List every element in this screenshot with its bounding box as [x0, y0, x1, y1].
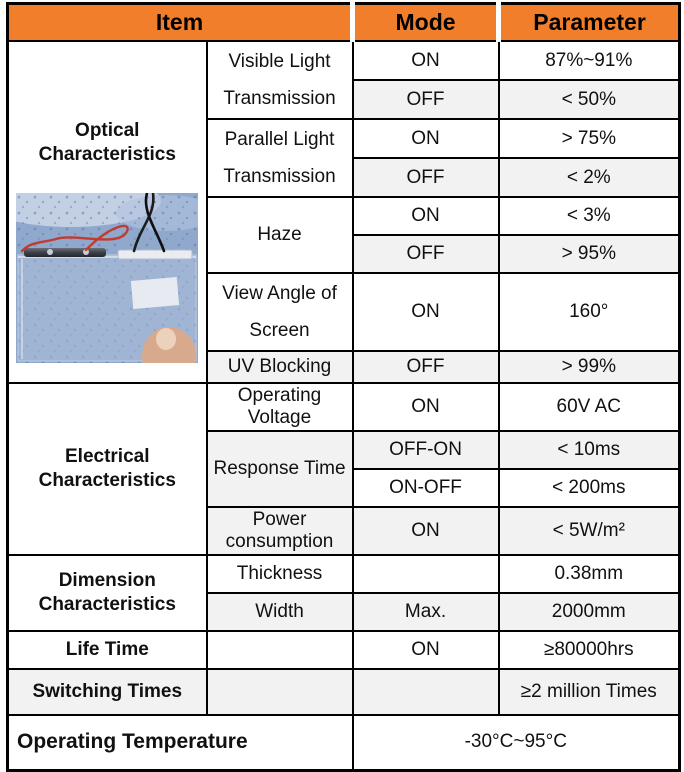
cell-visible-light-on-mode: ON: [351, 40, 500, 81]
cell-visible-light-off-param: < 50%: [497, 79, 681, 120]
table-row: Width Max. 2000mm: [8, 592, 681, 632]
cell-life-time-mode: ON: [351, 630, 500, 670]
dimension-section-label: Dimension Characteristics: [6, 554, 208, 632]
table-row: OFF < 50%: [8, 79, 681, 120]
cell-thickness-param: 0.38mm: [497, 554, 681, 594]
cell-haze-off-param: > 95%: [497, 234, 681, 274]
cell-response-off-on-param: < 10ms: [497, 430, 681, 470]
table-row: Switching Times ≥2 million Times: [6, 668, 681, 716]
header-mode: Mode: [350, 3, 499, 42]
cell-haze-on-mode: ON: [351, 196, 500, 236]
cell-life-time-param: ≥80000hrs: [497, 630, 681, 670]
table-row: Life Time ON ≥80000hrs: [6, 630, 681, 670]
cell-uv-blocking-item: UV Blocking: [205, 350, 354, 384]
table-row: OFF > 95%: [8, 234, 681, 274]
table-row: ON-OFF < 200ms: [8, 468, 681, 508]
table-row: Parallel Light Transmission ON > 75%: [8, 118, 681, 198]
optical-section-label: Optical Characteristics: [38, 120, 176, 165]
cell-uv-blocking-param: > 99%: [497, 350, 681, 384]
cell-thickness-item: Thickness: [205, 554, 354, 594]
header-parameter: Parameter: [496, 3, 680, 42]
table-row: Operating Temperature -30°C~95°C: [6, 714, 681, 771]
table-row: Optical Characteristics: [6, 40, 681, 384]
specification-table: Item Mode Parameter Optical Characterist…: [6, 2, 682, 772]
table-row: Response Time OFF-ON < 10ms: [8, 430, 681, 508]
cell-width-item: Width: [205, 592, 354, 632]
cell-switching-param: ≥2 million Times: [497, 668, 681, 716]
cell-operating-voltage-mode: ON: [351, 382, 500, 432]
cell-switching-empty-1: [205, 668, 354, 716]
header-row: Item Mode Parameter: [7, 3, 680, 42]
cell-uv-blocking-mode: OFF: [351, 350, 500, 384]
table-row: UV Blocking OFF > 99%: [8, 350, 681, 384]
cell-view-angle-mode: ON: [351, 272, 500, 352]
life-time-label: Life Time: [6, 630, 208, 670]
table-row: Haze ON < 3%: [8, 196, 681, 274]
cell-parallel-light-on-param: > 75%: [497, 118, 681, 159]
table-row: Dimension Characteristics Thickness 0.38…: [6, 554, 681, 632]
cell-visible-light-item: Visible Light Transmission: [205, 40, 354, 120]
cell-view-angle-item: View Angle of Screen: [205, 272, 354, 352]
smart-film-sample-photo: [16, 193, 199, 363]
cell-thickness-mode: [351, 554, 500, 594]
cell-operating-voltage-item: Operating Voltage: [205, 382, 354, 432]
electrical-section-label: Electrical Characteristics: [6, 382, 208, 556]
cell-view-angle-param: 160°: [497, 272, 681, 352]
header-item: Item: [7, 3, 353, 42]
cell-power-consumption-item: Power consumption: [205, 506, 354, 556]
switching-times-label: Switching Times: [6, 668, 208, 716]
optical-section-cell: Optical Characteristics: [6, 40, 208, 384]
cell-visible-light-on-param: 87%~91%: [497, 40, 681, 81]
table-row: Electrical Characteristics Operating Vol…: [6, 382, 681, 556]
cell-haze-on-param: < 3%: [497, 196, 681, 236]
cell-power-consumption-param: < 5W/m²: [497, 506, 681, 556]
cell-response-time-item: Response Time: [205, 430, 354, 508]
cell-operating-voltage-param: 60V AC: [497, 382, 681, 432]
cell-parallel-light-item: Parallel Light Transmission: [205, 118, 354, 198]
table-row: OFF < 2%: [8, 157, 681, 198]
cell-response-on-off-param: < 200ms: [497, 468, 681, 508]
table-row: Power consumption ON < 5W/m²: [8, 506, 681, 556]
cell-parallel-light-on-mode: ON: [351, 118, 500, 159]
sample-photo-illustration: [16, 193, 199, 363]
cell-visible-light-off-mode: OFF: [351, 79, 500, 120]
cell-response-off-on-mode: OFF-ON: [351, 430, 500, 470]
operating-temperature-label: Operating Temperature: [6, 714, 354, 771]
cell-haze-item: Haze: [205, 196, 354, 274]
cell-power-consumption-mode: ON: [351, 506, 500, 556]
cell-parallel-light-off-param: < 2%: [497, 157, 681, 198]
cell-operating-temperature-param: -30°C~95°C: [351, 714, 681, 771]
cell-parallel-light-off-mode: OFF: [351, 157, 500, 198]
cell-life-time-empty: [205, 630, 354, 670]
table-row: View Angle of Screen ON 160°: [8, 272, 681, 352]
cell-switching-empty-2: [351, 668, 500, 716]
cell-response-on-off-mode: ON-OFF: [351, 468, 500, 508]
cell-width-mode: Max.: [351, 592, 500, 632]
cell-width-param: 2000mm: [497, 592, 681, 632]
cell-haze-off-mode: OFF: [351, 234, 500, 274]
